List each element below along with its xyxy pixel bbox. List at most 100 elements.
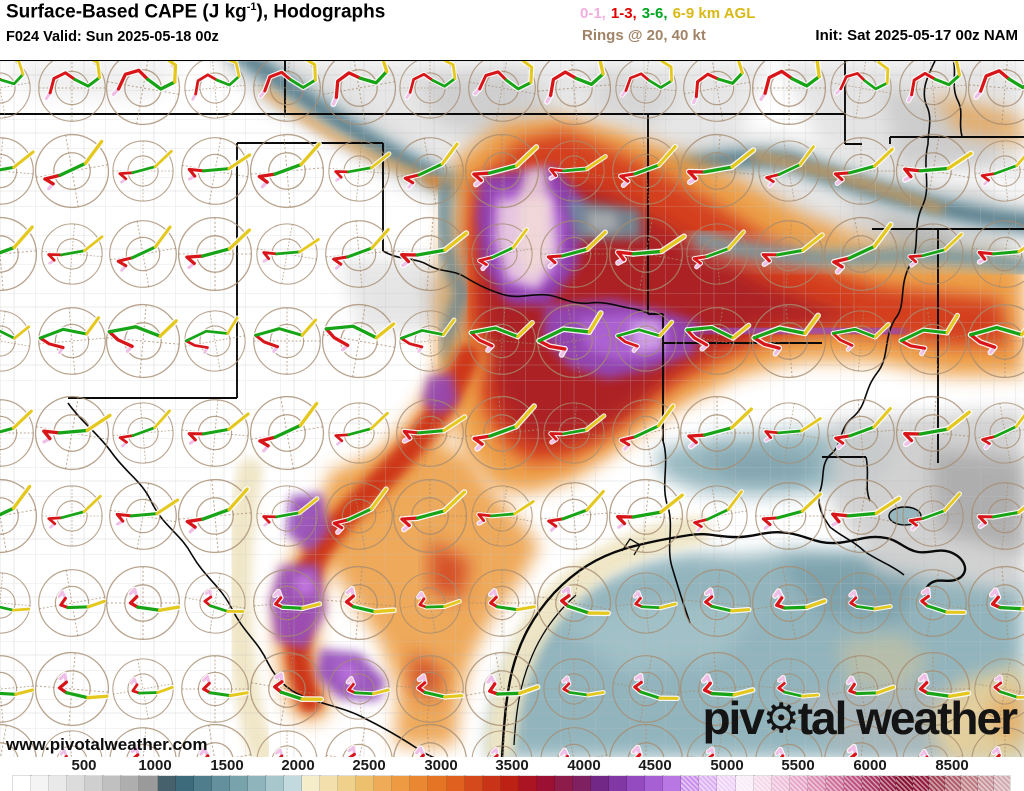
colorbar-cell [644,775,665,791]
legend-item-3: 6-9 km AGL [672,5,756,22]
hodograph [686,223,748,285]
header-bar: Surface-Based CAPE (J kg-1), Hodographs … [0,0,1024,60]
hodograph [468,569,537,637]
hodograph [34,133,110,209]
hodograph [543,402,607,464]
colorbar-cell [48,775,69,791]
hodograph [471,485,536,547]
colorbar-cell [927,775,947,791]
hodograph [679,133,757,209]
title-prefix: Surface-Based CAPE (J kg [6,1,247,23]
hodograph [249,651,325,727]
hodograph [399,61,461,119]
hodograph [612,137,680,205]
hodograph [105,303,181,379]
colorbar-cell [698,775,719,791]
colorbar-tick-3500: 3500 [495,757,529,774]
hodograph [536,61,612,126]
hodograph [967,303,1024,379]
hodograph [974,402,1024,464]
colorbar-cell [445,775,466,791]
rings-legend: Rings @ 20, 40 kt [582,27,706,44]
map-canvas: www.pivotalweather.com piv⚙tal weather [0,60,1024,758]
hodograph-layer [0,61,1024,758]
hodograph [109,727,177,758]
hodograph [758,140,820,202]
colorbar-cell [770,775,791,791]
colorbar-cell [373,775,394,791]
hodograph [679,395,755,471]
colorbar-cell [210,775,231,791]
colorbar-cell [30,775,51,791]
hodograph [0,310,32,372]
hodograph [971,482,1024,550]
hodograph [755,482,824,550]
hodograph [899,61,967,122]
colorbar-cell [427,775,448,791]
hodograph [398,310,461,372]
colorbar-cell [535,775,556,791]
hodograph [468,307,536,375]
hodograph [898,307,967,375]
colorbar-tick-5500: 5500 [781,757,815,774]
title-superscript: -1 [246,1,257,13]
hodograph [0,655,36,723]
hodograph [830,61,892,119]
hodograph [392,478,468,554]
hodograph [38,61,106,122]
hodograph [184,572,246,634]
hodograph [112,140,174,202]
hodograph [256,223,321,285]
colorbar-tick-2500: 2500 [352,757,386,774]
hodograph [971,220,1024,288]
colorbar-cell [517,775,538,791]
colorbar-cell [102,775,123,791]
hodograph [751,303,827,379]
hodograph [252,307,321,375]
hodograph [328,658,391,720]
hodograph [177,216,253,292]
hodograph [0,216,38,292]
hodograph [751,565,828,641]
hodograph [683,569,752,637]
colorbar-tick-8500: 8500 [935,757,969,774]
colorbar-cell [391,775,412,791]
hodograph [540,482,608,550]
hodograph [181,137,253,205]
colorbar-cell [716,775,737,791]
hodograph [37,307,106,375]
hodograph [758,658,821,720]
hodograph [974,140,1024,202]
colorbar-cell [960,775,979,791]
colorbar-tick-6000: 6000 [853,757,887,774]
colorbar-cell [120,775,141,791]
colorbar-cell [752,775,773,791]
colorbar-cell [734,775,755,791]
hodograph [41,485,103,547]
page-title: Surface-Based CAPE (J kg-1), Hodographs [6,1,385,23]
hodograph [112,658,175,720]
hodograph [464,651,541,727]
hodograph [827,137,896,205]
hodograph [392,216,470,292]
colorbar-cell [680,775,701,791]
hodograph [184,61,246,119]
hodograph [827,399,895,467]
colorbar-cell [976,775,995,791]
colorbar-cell [806,775,827,791]
hodograph [328,402,390,464]
cape-colorbar: 500 1000 1500 2000 2500 3000 3500 4000 4500 5000 5… [0,757,1024,791]
colorbar-cell [992,775,1012,791]
hodograph [105,61,181,126]
colorbar-cell [589,775,611,791]
hodograph [536,565,612,641]
hodograph [902,730,965,758]
hodograph [683,307,752,375]
hodograph [755,220,825,288]
colorbar-tick-4000: 4000 [567,757,601,774]
hodograph [109,220,177,288]
hodograph [471,223,533,285]
hodograph [249,133,325,209]
hodograph [758,402,823,464]
